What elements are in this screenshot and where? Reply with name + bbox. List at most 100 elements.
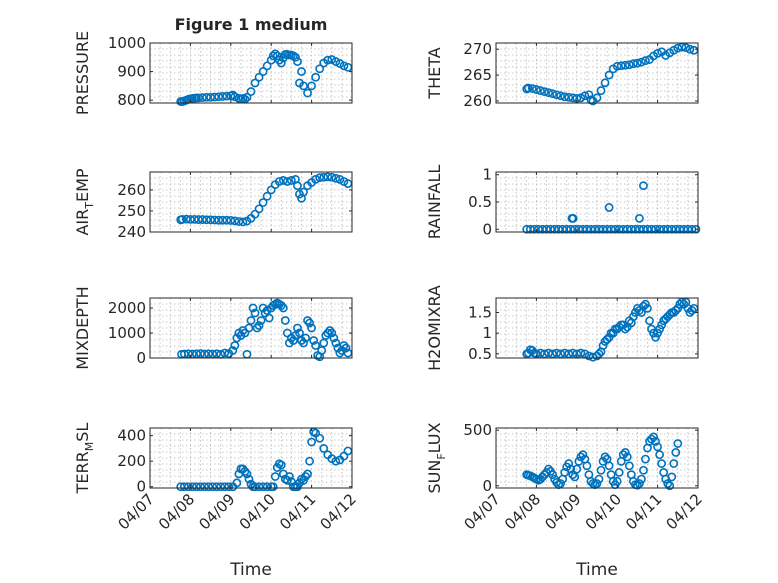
scatter-series (176, 427, 353, 492)
data-point (299, 338, 308, 348)
data-point (192, 349, 201, 359)
data-point (250, 308, 260, 318)
data-point (303, 88, 312, 98)
data-point (570, 224, 580, 234)
data-point (212, 349, 222, 359)
data-point (250, 482, 260, 492)
data-point (299, 81, 308, 91)
data-point (224, 482, 234, 492)
data-point (319, 444, 329, 453)
data-point (592, 479, 602, 488)
y-tick-label: 0.5 (468, 345, 492, 363)
data-point (208, 482, 218, 492)
data-point (238, 217, 248, 227)
data-point (319, 172, 329, 182)
data-point (280, 316, 290, 325)
data-point (552, 348, 561, 358)
data-point (596, 86, 606, 95)
data-point (568, 213, 578, 223)
data-point (212, 482, 222, 492)
data-point (546, 224, 555, 234)
data-point (542, 224, 551, 234)
x-tick-label: 04/08 (155, 490, 198, 533)
data-point (641, 299, 650, 309)
data-point (196, 482, 205, 492)
figure-title: Figure 1 medium (175, 15, 328, 34)
data-point (691, 224, 701, 234)
data-point (637, 57, 646, 67)
data-point (190, 214, 199, 224)
data-point (677, 42, 687, 52)
data-point (635, 224, 644, 234)
data-point (181, 214, 191, 224)
data-point (289, 336, 298, 345)
data-point (681, 43, 691, 53)
data-point (673, 303, 683, 313)
data-point (626, 224, 636, 234)
y-tick-label: 1 (482, 166, 492, 184)
data-point (655, 224, 665, 234)
data-point (651, 224, 660, 234)
data-point (315, 173, 325, 183)
data-point (242, 92, 252, 102)
data-point (590, 224, 600, 234)
y-tick-label: 270 (463, 40, 492, 58)
data-point (222, 91, 232, 101)
data-point (667, 472, 677, 482)
x-tick-label: 04/09 (195, 490, 238, 533)
x-tick-label: 04/12 (663, 490, 706, 533)
data-point (578, 450, 588, 460)
data-point (278, 303, 288, 313)
y-axis-label: H2OMIXRA (425, 285, 444, 371)
y-tick-label: 250 (117, 202, 146, 220)
y-axis-label: THETA (425, 47, 444, 99)
data-point (177, 214, 187, 224)
scatter-series (522, 297, 699, 362)
data-point (544, 464, 553, 474)
data-point (602, 224, 612, 234)
data-point (564, 349, 574, 359)
data-point (606, 224, 616, 234)
data-point (582, 224, 592, 234)
data-point (639, 465, 648, 475)
y-tick-label: 240 (117, 223, 146, 241)
data-point (210, 215, 220, 225)
data-point (651, 436, 660, 446)
data-point (620, 60, 630, 70)
data-point (291, 52, 300, 62)
data-point (651, 332, 660, 342)
data-point (179, 482, 189, 492)
data-point (594, 474, 604, 484)
data-point (675, 224, 685, 234)
data-point (635, 479, 644, 488)
data-point (600, 452, 610, 462)
x-tick-label: 04/12 (317, 490, 360, 533)
data-point (315, 433, 325, 443)
data-point (576, 348, 586, 358)
data-point (194, 93, 203, 103)
data-point (671, 306, 681, 315)
x-tick-label: 04/10 (236, 490, 279, 533)
data-point (242, 469, 252, 479)
y-axis-label: MIXDEPTH (73, 286, 92, 369)
scatter-series (176, 172, 353, 227)
x-tick-label: 04/11 (276, 490, 319, 533)
data-point (270, 472, 280, 481)
data-point (202, 92, 211, 102)
y-axis-label: PRESSURE (73, 31, 92, 115)
y-tick-label: 500 (463, 421, 492, 439)
data-point (566, 464, 576, 474)
data-point (618, 224, 628, 234)
data-point (301, 333, 310, 343)
data-point (639, 224, 648, 234)
subplot-theta: 260 265 270 THETA (425, 40, 699, 110)
y-axis-label: AIRTEMP (73, 168, 96, 235)
data-point (564, 92, 574, 102)
y-tick-label: 1.5 (468, 303, 492, 321)
axes-frame (495, 42, 699, 104)
y-tick-label: 200 (117, 452, 146, 470)
data-point (202, 215, 211, 225)
axes-frame (149, 42, 353, 104)
data-point (602, 334, 612, 344)
data-point (610, 224, 620, 234)
